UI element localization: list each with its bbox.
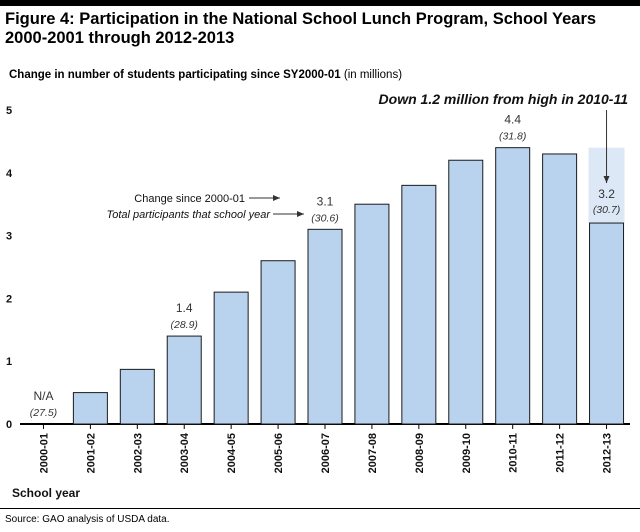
bar-2012-13 [589, 222, 625, 425]
y-tick-label: 0 [6, 419, 12, 431]
note-total-label: Total participants that school year [107, 209, 272, 221]
x-tick-label-2004-05: 2004-05 [226, 433, 238, 473]
callout-text: Down 1.2 million from high in 2010-11 [379, 91, 629, 107]
x-axis-label: School year [12, 486, 80, 500]
x-tick-label-2001-02: 2001-02 [85, 433, 97, 473]
y-tick-label: 1 [6, 356, 12, 368]
subtitle-units: (in millions) [343, 69, 403, 81]
total-label-2006-07: (30.6) [311, 212, 338, 224]
total-label-2012-13: (30.7) [593, 204, 620, 216]
x-tick-label-2002-03: 2002-03 [132, 433, 144, 473]
x-tick-label-2005-06: 2005-06 [273, 433, 285, 473]
x-tick-label-2006-07: 2006-07 [320, 433, 332, 473]
y-tick-label: 5 [6, 105, 12, 117]
bar-2003-04 [166, 335, 202, 425]
y-tick-label: 2 [6, 293, 12, 305]
bar-2009-10 [448, 159, 484, 425]
bar-2011-12 [542, 153, 578, 425]
y-tick-label: 4 [6, 168, 13, 180]
note-change-label: Change since 2000-01 [134, 193, 245, 205]
bottom-rule [0, 508, 640, 509]
y-tick-label: 3 [6, 231, 12, 243]
bar-2008-09 [401, 184, 437, 425]
x-tick-label-2007-08: 2007-08 [367, 433, 379, 473]
x-tick-label-2009-10: 2009-10 [461, 433, 473, 473]
data-label-2006-07: 3.1 [317, 194, 334, 208]
chart-subtitle: Change in number of students participati… [9, 69, 402, 81]
bar-2001-02 [72, 392, 108, 425]
bar-2005-06 [260, 260, 296, 425]
bar-2010-11 [495, 147, 531, 425]
figure-title: Figure 4: Participation in the National … [5, 10, 597, 47]
x-tick-label-2011-12: 2011-12 [555, 433, 567, 473]
top-rule [0, 0, 640, 6]
bar-2002-03 [119, 368, 155, 425]
bar-2006-07 [307, 228, 343, 425]
total-label-2000-01: (27.5) [30, 407, 57, 419]
x-tick-label-2003-04: 2003-04 [179, 432, 191, 473]
data-label-2010-11: 4.4 [504, 113, 521, 127]
x-tick-label-2008-09: 2008-09 [414, 433, 426, 473]
data-label-2003-04: 1.4 [176, 301, 193, 315]
total-label-2003-04: (28.9) [171, 319, 198, 331]
subtitle-text: Change in number of students participati… [9, 69, 341, 81]
data-label-2000-01: N/A [33, 389, 53, 403]
total-label-2010-11: (31.8) [499, 131, 526, 143]
x-tick-label-2000-01: 2000-01 [38, 433, 50, 473]
data-label-2012-13: 3.2 [598, 187, 615, 201]
x-tick-label-2010-11: 2010-11 [508, 433, 520, 473]
x-tick-label-2012-13: 2012-13 [602, 433, 614, 473]
source-note: Source: GAO analysis of USDA data. [5, 514, 170, 525]
bar-2004-05 [213, 291, 249, 425]
bar-2007-08 [354, 203, 390, 425]
